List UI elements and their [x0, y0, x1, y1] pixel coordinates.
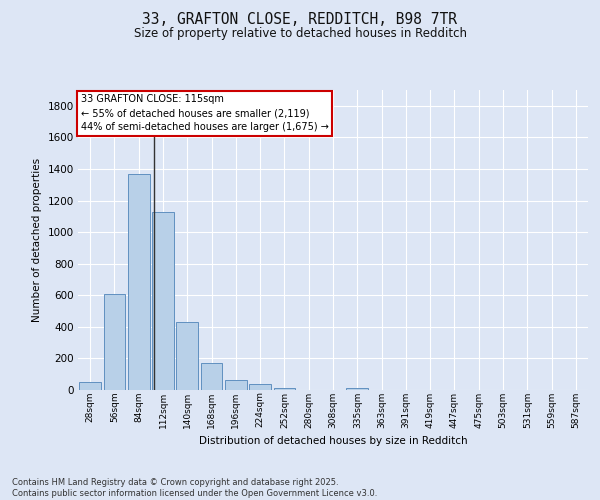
Text: 33, GRAFTON CLOSE, REDDITCH, B98 7TR: 33, GRAFTON CLOSE, REDDITCH, B98 7TR — [143, 12, 458, 28]
Bar — [200, 363, 223, 390]
Bar — [176, 322, 198, 390]
Text: Contains HM Land Registry data © Crown copyright and database right 2025.
Contai: Contains HM Land Registry data © Crown c… — [12, 478, 377, 498]
Bar — [104, 294, 125, 390]
Bar — [79, 382, 101, 390]
Text: Size of property relative to detached houses in Redditch: Size of property relative to detached ho… — [133, 28, 467, 40]
Bar — [225, 380, 247, 390]
X-axis label: Distribution of detached houses by size in Redditch: Distribution of detached houses by size … — [199, 436, 467, 446]
Bar — [274, 388, 295, 390]
Bar — [249, 384, 271, 390]
Text: 33 GRAFTON CLOSE: 115sqm
← 55% of detached houses are smaller (2,119)
44% of sem: 33 GRAFTON CLOSE: 115sqm ← 55% of detach… — [80, 94, 328, 132]
Y-axis label: Number of detached properties: Number of detached properties — [32, 158, 42, 322]
Bar — [152, 212, 174, 390]
Bar — [346, 388, 368, 390]
Bar — [128, 174, 149, 390]
